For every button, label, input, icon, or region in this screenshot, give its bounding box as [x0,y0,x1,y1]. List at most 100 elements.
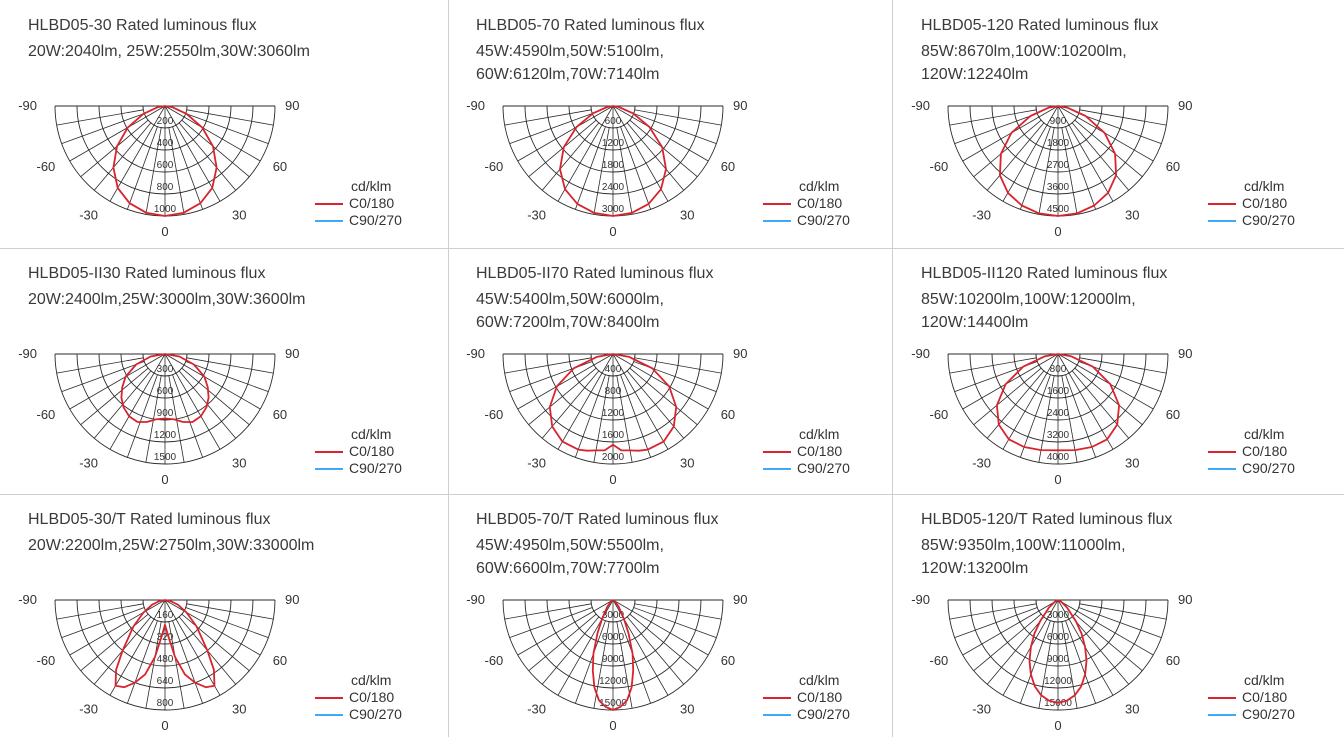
rated-flux-text: 85W:8670lm,100W:10200lm, 120W:12240lm [921,43,1127,83]
legend-label-c90: C90/270 [797,460,850,476]
grid-spoke [186,109,274,126]
column-divider [448,0,449,737]
grid-spoke [1065,374,1096,458]
legend-label-c0: C0/180 [1242,195,1288,211]
angle-label: 90 [285,346,299,361]
legend-swatch-c90 [1208,714,1236,717]
grid-spoke [626,616,685,685]
angle-label: 90 [285,98,299,113]
grid-spoke [1002,353,1059,450]
legend-item-c0: C0/180 [763,689,842,705]
angle-label: 60 [1166,407,1180,422]
grid-spoke [612,353,709,410]
angle-label: -90 [18,592,37,607]
angle-label: -90 [466,592,485,607]
grid-spoke [633,113,717,144]
rated-flux-text: 45W:4590lm,50W:5100lm, 60W:6120lm,70W:71… [476,43,664,83]
grid-spoke [80,119,149,178]
panel-title: HLBD05-70 Rated luminous flux [476,17,705,34]
grid-spoke [61,113,145,144]
legend-label-c90: C90/270 [349,212,402,228]
legend-label-c90: C90/270 [349,706,402,722]
grid-spoke [80,613,149,672]
angle-label: 90 [733,98,747,113]
angle-label: -30 [527,208,546,223]
ring-value-label: 320 [157,632,174,643]
grid-spoke [1057,105,1114,202]
grid-spoke [1078,607,1162,638]
legend-label-c0: C0/180 [797,195,843,211]
legend: cd/klm C0/180 C90/270 [315,178,435,234]
legend-swatch-c0 [763,697,791,700]
legend-swatch-c0 [763,451,791,454]
grid-spoke [127,620,158,704]
legend-item-c0: C0/180 [763,443,842,459]
grid-spoke [1061,127,1078,215]
grid-spoke [61,361,145,392]
grid-spoke [954,607,1038,638]
legend: cd/klm C0/180 C90/270 [763,178,883,234]
legend-swatch-c90 [763,220,791,223]
polar-diagram: 200 400 600 800 1000 -90 90 -60 60 -30 30 0 [18,98,299,239]
legend-item-c90: C90/270 [315,706,402,722]
angle-label: 90 [733,592,747,607]
grid-spoke [504,357,592,374]
grid-spoke [949,357,1037,374]
legend-unit: cd/klm [351,672,392,688]
legend-item-c90: C90/270 [1208,460,1295,476]
ring-value-label: 600 [605,116,622,127]
grid-spoke [56,109,144,126]
ring-value-label: 3600 [1047,182,1070,193]
ring-value-label: 800 [157,698,174,709]
ring-value-label: 3000 [1047,610,1070,621]
grid-spoke [612,599,709,656]
angle-label: -30 [527,456,546,471]
grid-spoke [557,105,614,202]
angle-label: -30 [79,208,98,223]
ring-value-label: 3000 [602,610,625,621]
legend-unit: cd/klm [799,672,840,688]
angle-label: 30 [680,702,694,717]
angle-label: -60 [485,407,504,422]
angle-label: -60 [37,159,56,174]
grid-spoke [186,357,274,374]
grid-spoke [1065,126,1096,210]
ring-value-label: 2400 [1047,408,1070,419]
angle-label: 90 [285,592,299,607]
legend-item-c90: C90/270 [315,460,402,476]
ring-value-label: 600 [157,160,174,171]
grid-spoke [69,353,166,410]
ring-value-label: 640 [157,676,174,687]
polar-diagram: 3000 6000 9000 12000 15000 -90 90 -60 60 -30 30 0 [466,592,747,733]
grid-spoke [164,353,261,410]
rated-flux-text: 20W:2400lm,25W:3000lm,30W:3600lm [28,291,306,308]
grid-spoke [620,620,651,704]
grid-spoke [575,374,606,458]
ring-value-label: 2400 [602,182,625,193]
legend-label-c0: C0/180 [1242,443,1288,459]
ring-value-label: 900 [1050,116,1067,127]
angle-label: 60 [273,407,287,422]
grid-spoke [172,620,203,704]
grid-spoke [575,620,606,704]
grid-spoke [504,603,592,620]
polar-diagram: 400 800 1200 1600 2000 -90 90 -60 60 -30 30 0 [466,346,747,487]
grid-spoke [1079,109,1167,126]
grid-spoke [56,603,144,620]
grid-spoke [517,105,614,162]
panel-title: HLBD05-120/T Rated luminous flux [921,511,1173,528]
angle-label: 90 [1178,592,1192,607]
grid-spoke [164,105,221,202]
rated-flux-text: 20W:2200lm,25W:2750lm,30W:33000lm [28,537,315,554]
angle-label: 0 [161,224,168,239]
grid-spoke [612,105,709,162]
legend-label-c0: C0/180 [1242,689,1288,705]
angle-label: 60 [721,159,735,174]
grid-spoke [185,113,269,144]
legend: cd/klm C0/180 C90/270 [1208,178,1328,234]
angle-label: -90 [466,346,485,361]
photometric-panel: HLBD05-30 Rated luminous flux 20W:2040lm,… [0,0,448,248]
angle-label: 30 [232,456,246,471]
legend-label-c90: C90/270 [1242,706,1295,722]
angle-label: 0 [161,472,168,487]
